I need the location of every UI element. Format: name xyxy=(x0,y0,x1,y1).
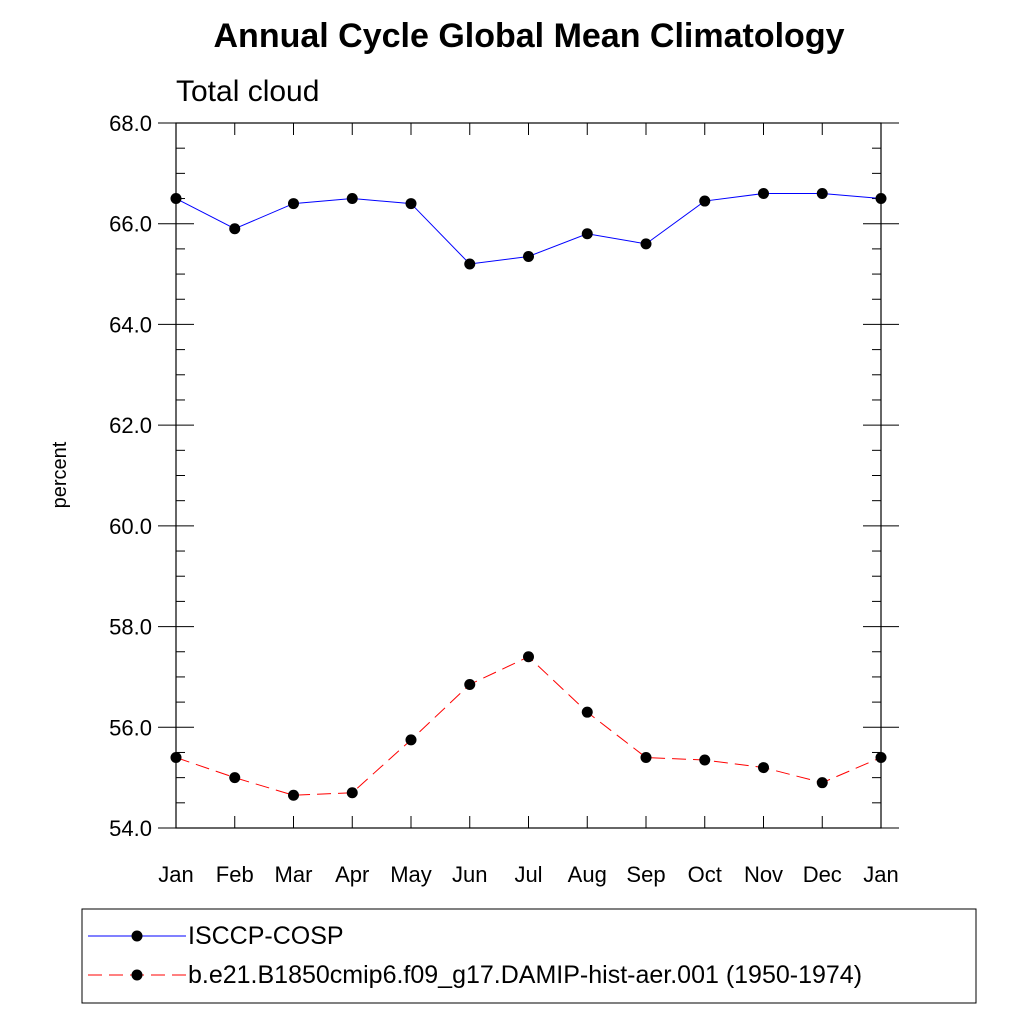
plot-area xyxy=(175,122,882,829)
legend-marker-1 xyxy=(131,969,143,981)
data-point-series-0 xyxy=(405,198,417,210)
data-point-series-1 xyxy=(288,789,299,801)
x-tick-label: Jul xyxy=(514,862,542,887)
y-tick-label: 64.0 xyxy=(109,312,152,337)
x-tick-labels: Jan Feb Mar Apr May Jun Jul Aug Sep Oct Nov Dec Jan xyxy=(158,862,898,887)
y-tick-label: 68.0 xyxy=(109,111,152,136)
legend-symbols xyxy=(88,930,186,981)
data-point-series-1 xyxy=(405,734,417,746)
x-tick-label: Mar xyxy=(275,862,313,887)
x-tick-label: Oct xyxy=(688,862,722,887)
x-tick-label: Sep xyxy=(626,862,665,887)
legend-marker-0 xyxy=(131,930,143,942)
x-tick-label: Dec xyxy=(803,862,842,887)
x-tick-label: Jun xyxy=(452,862,487,887)
legend-box xyxy=(81,908,977,1004)
series-line-1 xyxy=(175,656,882,796)
data-point-series-0 xyxy=(346,193,358,205)
legend: ISCCP-COSP b.e21.B1850cmip6.f09_g17.DAMI… xyxy=(81,908,977,1004)
data-point-series-1 xyxy=(229,772,241,784)
data-point-series-0 xyxy=(758,188,769,199)
y-tick-label: 58.0 xyxy=(109,615,152,640)
data-point-series-0 xyxy=(523,250,534,262)
data-point-series-1 xyxy=(346,787,358,799)
y-tick-label: 66.0 xyxy=(109,212,152,237)
data-point-series-1 xyxy=(464,678,476,690)
x-tick-label: May xyxy=(390,862,432,887)
data-point-series-0 xyxy=(581,228,593,240)
legend-label-model: b.e21.B1850cmip6.f09_g17.DAMIP-hist-aer.… xyxy=(188,961,862,989)
data-point-series-0 xyxy=(229,223,241,235)
x-tick-label: Jan xyxy=(158,862,193,887)
data-point-series-0 xyxy=(640,238,652,250)
data-point-series-1 xyxy=(699,754,711,766)
data-point-series-1 xyxy=(758,762,769,774)
y-axis-label: percent xyxy=(49,441,71,508)
data-point-series-1 xyxy=(581,706,593,718)
data-point-series-1 xyxy=(816,777,828,789)
x-tick-label: Apr xyxy=(335,862,369,887)
y-tick-label: 54.0 xyxy=(109,816,152,841)
tick-marks xyxy=(158,122,899,829)
data-point-series-0 xyxy=(464,258,476,270)
data-point-series-0 xyxy=(288,198,299,210)
chart-title: Annual Cycle Global Mean Climatology xyxy=(214,17,845,55)
y-tick-labels: 54.0 56.0 58.0 60.0 62.0 64.0 66.0 68.0 xyxy=(109,111,152,841)
y-tick-label: 62.0 xyxy=(109,413,152,438)
data-point-series-1 xyxy=(523,651,534,663)
x-tick-label: Jan xyxy=(863,862,898,887)
series-layer xyxy=(170,188,887,801)
x-tick-label: Feb xyxy=(216,862,254,887)
data-point-series-0 xyxy=(816,188,828,199)
x-tick-label: Nov xyxy=(744,862,783,887)
x-tick-label: Aug xyxy=(568,862,607,887)
legend-label-isccp-cosp: ISCCP-COSP xyxy=(188,922,344,950)
chart-subtitle: Total cloud xyxy=(176,75,319,108)
data-point-series-1 xyxy=(640,752,652,763)
y-tick-label: 56.0 xyxy=(109,715,152,740)
y-tick-label: 60.0 xyxy=(109,514,152,539)
data-point-series-0 xyxy=(699,195,711,207)
